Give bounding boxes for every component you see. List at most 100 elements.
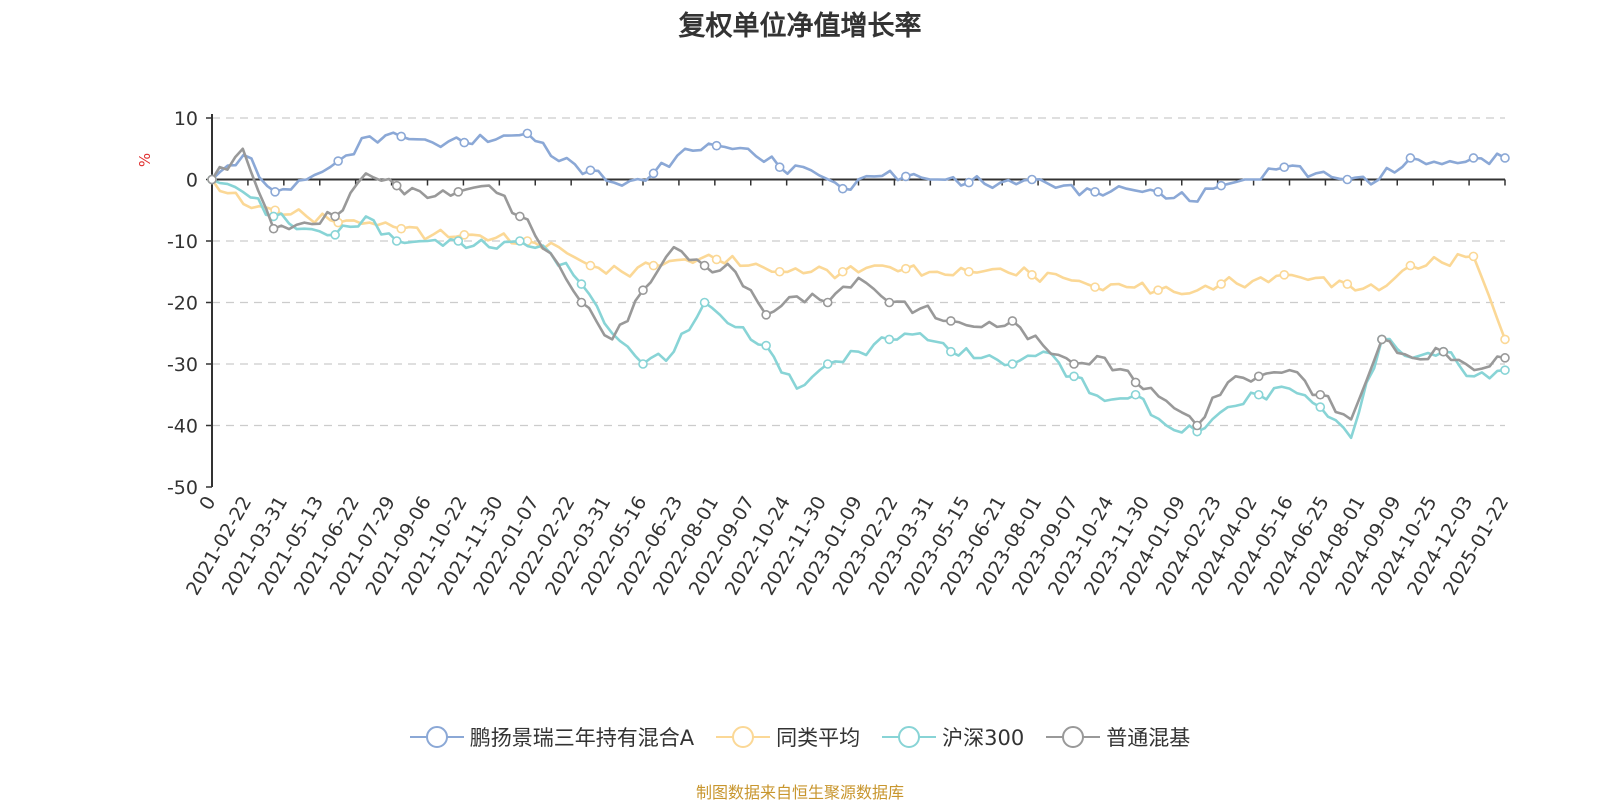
- legend-item-fund[interactable]: 鹏扬景瑞三年持有混合A: [409, 722, 695, 752]
- data-point: [1468, 153, 1479, 163]
- data-point: [1007, 316, 1018, 326]
- data-point: [1405, 153, 1416, 163]
- data-point: [1007, 359, 1018, 369]
- data-point: [207, 174, 217, 185]
- data-point: [1279, 270, 1290, 280]
- data-point: [330, 211, 340, 222]
- data-point: [330, 230, 340, 240]
- data-point: [1216, 180, 1226, 191]
- data-point: [585, 165, 596, 176]
- data-point: [1130, 377, 1141, 388]
- legend-item-peer-average[interactable]: 同类平均: [716, 722, 860, 752]
- data-point: [1500, 353, 1510, 363]
- x-tick-label: 0: [195, 493, 220, 514]
- data-point: [964, 266, 974, 277]
- y-tick-label: -20: [167, 293, 198, 315]
- data-point: [822, 359, 833, 369]
- data-point: [459, 230, 470, 240]
- data-point: [1342, 174, 1353, 185]
- data-point: [761, 340, 771, 351]
- legend-marker-peer-average-icon: [716, 726, 771, 748]
- data-point: [1500, 365, 1510, 375]
- data-point: [648, 260, 659, 271]
- data-point: [1315, 402, 1326, 412]
- y-tick-label: -30: [167, 354, 198, 376]
- data-point: [1216, 279, 1226, 289]
- data-point: [884, 334, 895, 345]
- data-point: [576, 279, 587, 289]
- data-point: [1253, 371, 1264, 382]
- y-unit-label: %: [136, 153, 154, 167]
- y-tick-label: 10: [174, 108, 198, 130]
- data-point: [822, 297, 833, 308]
- series-line: [211, 131, 1506, 203]
- data-point: [837, 183, 848, 194]
- data-point: [459, 137, 470, 148]
- data-point: [1153, 187, 1163, 197]
- data-point: [522, 128, 533, 139]
- data-point: [946, 316, 956, 326]
- data-point: [837, 266, 848, 277]
- legend-marker-csi300-icon: [882, 726, 937, 748]
- data-point: [1069, 371, 1079, 382]
- y-tick-label: -10: [167, 231, 198, 253]
- data-point: [1130, 389, 1141, 400]
- data-point: [1500, 153, 1510, 163]
- data-point: [576, 297, 587, 308]
- data-point: [396, 131, 407, 142]
- data-point: [268, 223, 279, 234]
- data-point: [1279, 162, 1290, 172]
- data-point: [711, 254, 722, 265]
- data-point: [1027, 270, 1037, 280]
- data-point: [648, 168, 659, 179]
- data-point: [1468, 251, 1479, 262]
- data-point: [884, 297, 895, 308]
- data-point: [761, 309, 771, 320]
- legend-marker-fund-icon: [409, 726, 464, 748]
- data-point: [453, 236, 464, 246]
- series-line: [210, 147, 1506, 427]
- data-point: [1253, 389, 1264, 400]
- legend-label-peer-average: 同类平均: [776, 726, 861, 750]
- legend-marker-mixed-fund-icon: [1046, 726, 1101, 748]
- line-chart: 100-10-20-30-40-50%02021-02-222021-03-31…: [136, 108, 1513, 599]
- data-point: [774, 266, 785, 277]
- data-point: [1153, 285, 1163, 296]
- chart-title: 复权单位净值增长率: [678, 11, 922, 42]
- data-source-note: 制图数据来自恒生聚源数据库: [695, 783, 904, 802]
- data-point: [515, 236, 525, 246]
- legend-item-csi300[interactable]: 沪深300: [882, 722, 1024, 752]
- data-point: [1090, 282, 1100, 292]
- series-line: [210, 178, 1507, 340]
- data-point: [901, 263, 911, 274]
- y-tick-label: -50: [167, 477, 198, 499]
- data-point: [1090, 187, 1100, 197]
- data-point: [946, 346, 956, 357]
- legend-label-fund: 鹏扬景瑞三年持有混合A: [469, 726, 695, 750]
- data-point: [964, 177, 974, 188]
- data-point: [638, 359, 648, 369]
- data-point: [1438, 346, 1449, 357]
- data-point: [1405, 260, 1416, 271]
- data-point: [638, 285, 648, 296]
- legend-label-mixed-fund: 普通混基: [1106, 726, 1191, 750]
- data-point: [453, 187, 464, 197]
- y-tick-label: 0: [186, 170, 198, 192]
- data-point: [1315, 389, 1326, 400]
- legend-label-csi300: 沪深300: [942, 726, 1025, 750]
- data-point: [774, 162, 785, 172]
- data-point: [711, 140, 722, 151]
- data-point: [391, 236, 402, 246]
- data-point: [1192, 420, 1202, 431]
- data-point: [1342, 279, 1353, 289]
- data-point: [333, 156, 343, 166]
- data-point: [391, 180, 402, 191]
- data-point: [270, 187, 280, 197]
- data-point: [396, 223, 407, 234]
- data-point: [901, 171, 911, 182]
- data-point: [515, 211, 525, 222]
- legend-item-mixed-fund[interactable]: 普通混基: [1046, 722, 1190, 752]
- data-point: [1027, 174, 1037, 185]
- data-point: [1500, 334, 1510, 345]
- data-point: [699, 297, 710, 308]
